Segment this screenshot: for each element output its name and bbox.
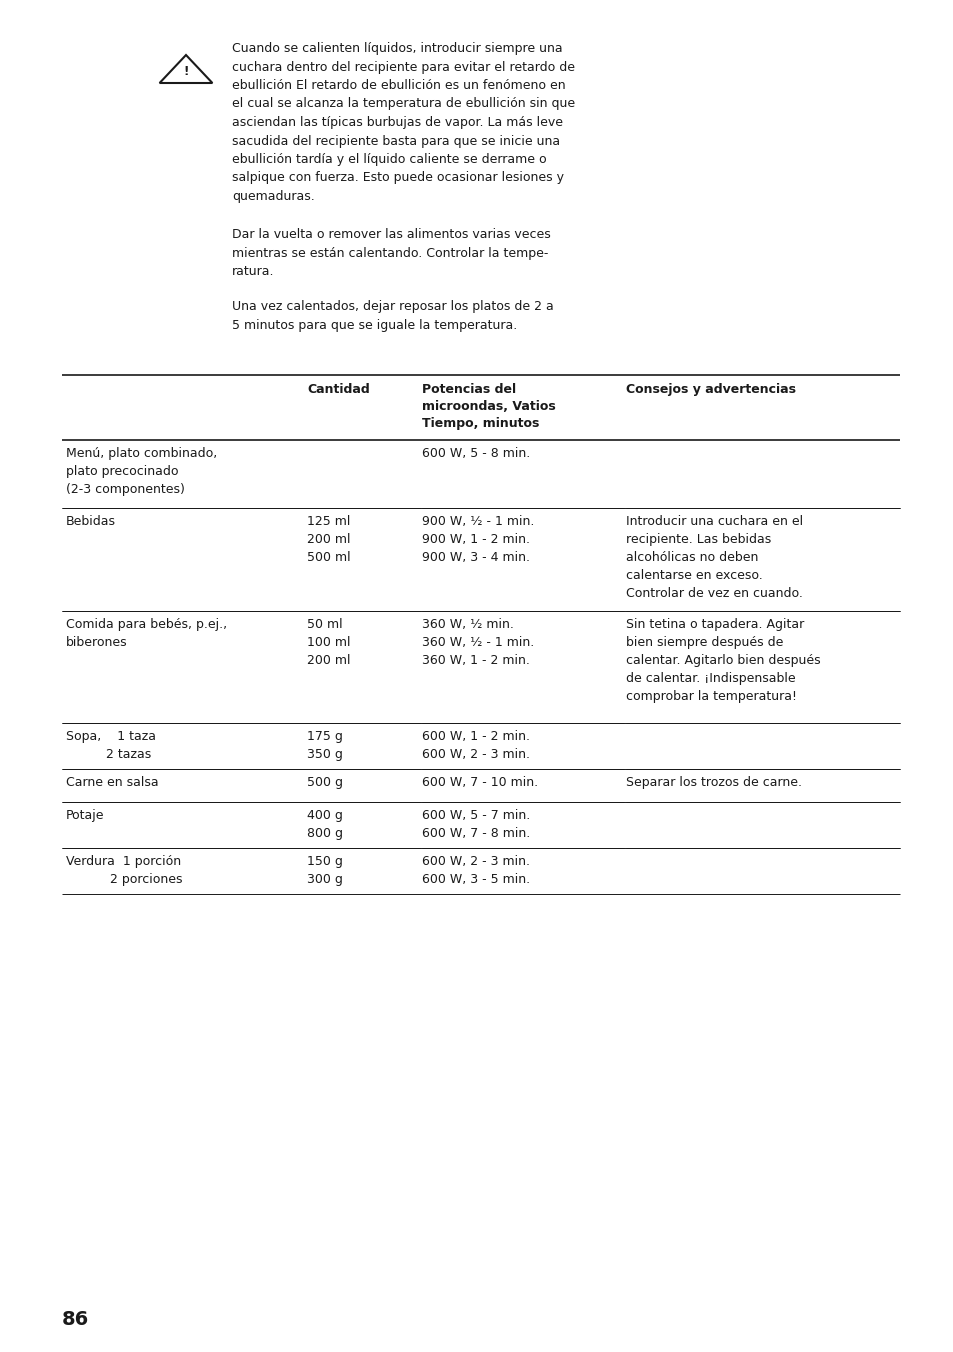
Text: Consejos y advertencias: Consejos y advertencias bbox=[625, 383, 795, 396]
Text: Sopa,    1 taza
          2 tazas: Sopa, 1 taza 2 tazas bbox=[66, 730, 156, 761]
Text: Cuando se calienten líquidos, introducir siempre una
cuchara dentro del recipien: Cuando se calienten líquidos, introducir… bbox=[232, 42, 575, 203]
Text: Potaje: Potaje bbox=[66, 808, 105, 822]
Text: 86: 86 bbox=[62, 1310, 90, 1329]
Text: 600 W, 2 - 3 min.
600 W, 3 - 5 min.: 600 W, 2 - 3 min. 600 W, 3 - 5 min. bbox=[421, 854, 530, 886]
Text: Bebidas: Bebidas bbox=[66, 515, 116, 529]
Text: 600 W, 5 - 7 min.
600 W, 7 - 8 min.: 600 W, 5 - 7 min. 600 W, 7 - 8 min. bbox=[421, 808, 530, 840]
Text: 600 W, 1 - 2 min.
600 W, 2 - 3 min.: 600 W, 1 - 2 min. 600 W, 2 - 3 min. bbox=[421, 730, 530, 761]
Text: !: ! bbox=[183, 65, 189, 78]
Text: Sin tetina o tapadera. Agitar
bien siempre después de
calentar. Agitarlo bien de: Sin tetina o tapadera. Agitar bien siemp… bbox=[625, 618, 820, 703]
Text: 175 g
350 g: 175 g 350 g bbox=[307, 730, 342, 761]
Text: Menú, plato combinado,
plato precocinado
(2-3 componentes): Menú, plato combinado, plato precocinado… bbox=[66, 448, 217, 496]
Text: Potencias del
microondas, Vatios
Tiempo, minutos: Potencias del microondas, Vatios Tiempo,… bbox=[421, 383, 556, 430]
Text: 150 g
300 g: 150 g 300 g bbox=[307, 854, 342, 886]
Text: Carne en salsa: Carne en salsa bbox=[66, 776, 158, 790]
Text: Introducir una cuchara en el
recipiente. Las bebidas
alcohólicas no deben
calent: Introducir una cuchara en el recipiente.… bbox=[625, 515, 802, 600]
Text: Dar la vuelta o remover las alimentos varias veces
mientras se están calentando.: Dar la vuelta o remover las alimentos va… bbox=[232, 228, 550, 279]
Text: 600 W, 7 - 10 min.: 600 W, 7 - 10 min. bbox=[421, 776, 537, 790]
Text: Una vez calentados, dejar reposar los platos de 2 a
5 minutos para que se iguale: Una vez calentados, dejar reposar los pl… bbox=[232, 300, 553, 331]
Text: Comida para bebés, p.ej.,
biberones: Comida para bebés, p.ej., biberones bbox=[66, 618, 227, 649]
Text: 50 ml
100 ml
200 ml: 50 ml 100 ml 200 ml bbox=[307, 618, 350, 667]
Text: 400 g
800 g: 400 g 800 g bbox=[307, 808, 343, 840]
Text: 900 W, ½ - 1 min.
900 W, 1 - 2 min.
900 W, 3 - 4 min.: 900 W, ½ - 1 min. 900 W, 1 - 2 min. 900 … bbox=[421, 515, 534, 564]
Text: 360 W, ½ min.
360 W, ½ - 1 min.
360 W, 1 - 2 min.: 360 W, ½ min. 360 W, ½ - 1 min. 360 W, 1… bbox=[421, 618, 534, 667]
Text: 600 W, 5 - 8 min.: 600 W, 5 - 8 min. bbox=[421, 448, 530, 460]
Text: Separar los trozos de carne.: Separar los trozos de carne. bbox=[625, 776, 801, 790]
Text: 500 g: 500 g bbox=[307, 776, 343, 790]
Text: Cantidad: Cantidad bbox=[307, 383, 370, 396]
Text: Verdura  1 porción
           2 porciones: Verdura 1 porción 2 porciones bbox=[66, 854, 182, 886]
Text: 125 ml
200 ml
500 ml: 125 ml 200 ml 500 ml bbox=[307, 515, 351, 564]
